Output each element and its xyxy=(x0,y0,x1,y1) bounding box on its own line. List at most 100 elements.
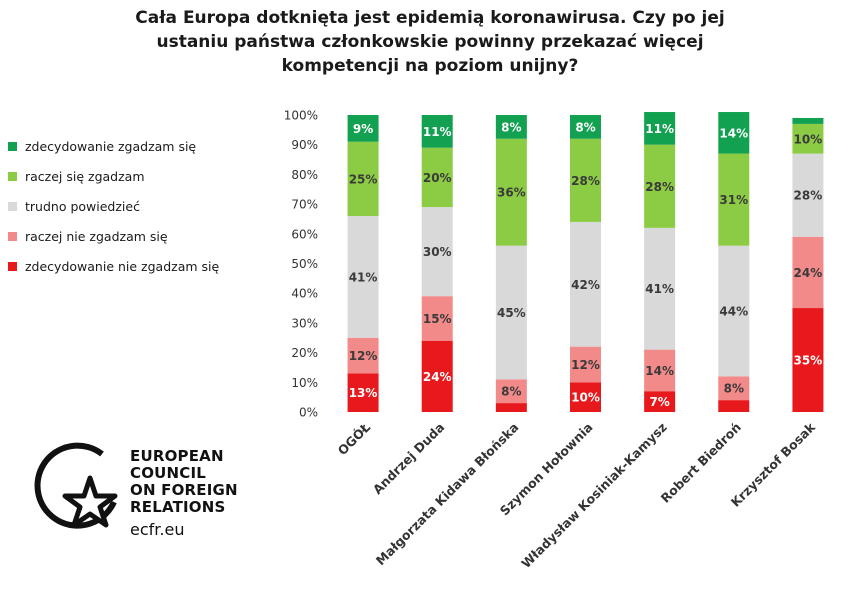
category-label: Andrzej Duda xyxy=(370,420,448,498)
legend-swatch xyxy=(8,201,17,211)
data-label: 28% xyxy=(794,189,823,203)
data-label: 41% xyxy=(645,282,674,296)
bar-segment xyxy=(421,115,453,148)
legend-label: raczej się zgadzam xyxy=(25,168,145,184)
legend-swatch xyxy=(8,231,17,241)
data-label: 8% xyxy=(575,120,595,134)
bar-segment xyxy=(718,153,750,246)
data-label: 35% xyxy=(794,354,823,368)
bar-segment xyxy=(570,115,601,139)
legend-item-zdecydowanie-zgadzam: zdecydowanie zgadzam się xyxy=(8,136,196,156)
bar-segment xyxy=(347,337,379,374)
legend-item-raczej-zgadzam: raczej się zgadzam xyxy=(8,166,145,186)
data-label: 42% xyxy=(571,278,600,292)
bar-segment xyxy=(644,227,676,350)
bar-segment xyxy=(718,376,750,401)
bar-segment xyxy=(570,346,601,383)
chart-title-line: ustaniu państwa członkowskie powinny prz… xyxy=(156,32,704,52)
category-label: Małgorzata Kidawa Błońska xyxy=(373,420,522,569)
data-label: 28% xyxy=(645,180,674,194)
legend-swatch xyxy=(8,141,17,151)
data-label: 31% xyxy=(719,193,748,207)
ecfr-logo: EUROPEAN COUNCIL ON FOREIGN RELATIONS ec… xyxy=(30,440,270,540)
bar-segment xyxy=(570,138,601,222)
data-label: 45% xyxy=(497,306,526,320)
bar-segment xyxy=(644,391,676,412)
category-label: OGÓŁ xyxy=(335,420,374,459)
bar-segment xyxy=(421,340,453,412)
legend-swatch xyxy=(8,261,17,271)
bar-segment xyxy=(570,221,601,347)
data-label: 36% xyxy=(497,186,526,200)
bar-segment xyxy=(644,144,676,228)
legend-item-zdecydowanie-nie: zdecydowanie nie zgadzam się xyxy=(8,256,219,276)
data-label: 14% xyxy=(719,126,748,140)
bar-segment xyxy=(718,400,750,412)
bar-segment xyxy=(792,123,824,154)
logo-text-line: EUROPEAN xyxy=(130,447,224,465)
logo-text-line: ON FOREIGN xyxy=(130,481,238,499)
data-label: 12% xyxy=(571,358,600,372)
data-label: 8% xyxy=(501,385,521,399)
chart-title: Cała Europa dotknięta jest epidemią koro… xyxy=(60,6,800,78)
data-label: 13% xyxy=(349,386,378,400)
bar-segment xyxy=(495,245,527,380)
data-label: 8% xyxy=(724,382,744,396)
data-label: 20% xyxy=(423,171,452,185)
bar-segment xyxy=(718,112,750,154)
data-label: 44% xyxy=(719,305,748,319)
data-label: 11% xyxy=(423,125,452,139)
bar-segment xyxy=(570,382,601,412)
legend-label: zdecydowanie zgadzam się xyxy=(25,138,197,154)
y-tick-label: 30% xyxy=(291,316,318,330)
category-label: Krzysztof Bosak xyxy=(728,419,819,510)
y-tick-label: 10% xyxy=(291,376,318,390)
bar-segment xyxy=(792,308,824,412)
y-tick-label: 0% xyxy=(299,406,318,420)
y-tick-label: 20% xyxy=(291,346,318,360)
bar-segment xyxy=(347,373,379,412)
logo-url: ecfr.eu xyxy=(130,520,185,539)
y-tick-label: 50% xyxy=(291,257,318,271)
bar-segment xyxy=(495,403,527,412)
bar-segment xyxy=(421,296,453,341)
logo-text-line: RELATIONS xyxy=(130,498,226,516)
logo-text-line: COUNCIL xyxy=(130,464,207,482)
star-circle-icon xyxy=(34,442,118,529)
bar-segment xyxy=(347,141,379,216)
bar-segment xyxy=(347,115,379,142)
legend-label: zdecydowanie nie zgadzam się xyxy=(25,258,220,274)
bar-segment xyxy=(495,115,527,139)
bar-segment xyxy=(792,236,824,309)
chart-title-line: Cała Europa dotknięta jest epidemią koro… xyxy=(135,8,725,28)
data-label: 10% xyxy=(571,391,600,405)
data-label: 7% xyxy=(649,395,669,409)
bar-segment xyxy=(347,215,379,338)
chart-title-line: kompetencji na poziom unijny? xyxy=(281,56,579,76)
y-tick-label: 80% xyxy=(291,168,318,182)
bar-segment xyxy=(495,138,527,246)
category-label: Robert Biedroń xyxy=(658,420,744,506)
y-tick-label: 90% xyxy=(291,138,318,152)
data-label: 24% xyxy=(794,266,823,280)
category-label: Władysław Kosiniak-Kamysz xyxy=(518,420,670,572)
y-tick-label: 40% xyxy=(291,287,318,301)
data-label: 41% xyxy=(349,270,378,284)
bar-segment xyxy=(644,112,676,145)
legend-swatch xyxy=(8,171,17,181)
data-label: 11% xyxy=(645,122,674,136)
legend-label: raczej nie zgadzam się xyxy=(25,228,168,244)
data-label: 28% xyxy=(571,174,600,188)
legend-item-trudno: trudno powiedzieć xyxy=(8,196,140,216)
data-label: 12% xyxy=(349,349,378,363)
bar-segment xyxy=(644,349,676,392)
data-label: 30% xyxy=(423,245,452,259)
legend-label: trudno powiedzieć xyxy=(25,198,140,214)
data-label: 24% xyxy=(423,370,452,384)
data-label: 10% xyxy=(794,132,823,146)
y-tick-label: 100% xyxy=(284,109,318,123)
bar-segment xyxy=(718,245,750,377)
y-tick-label: 70% xyxy=(291,198,318,212)
bar-segment xyxy=(495,379,527,404)
